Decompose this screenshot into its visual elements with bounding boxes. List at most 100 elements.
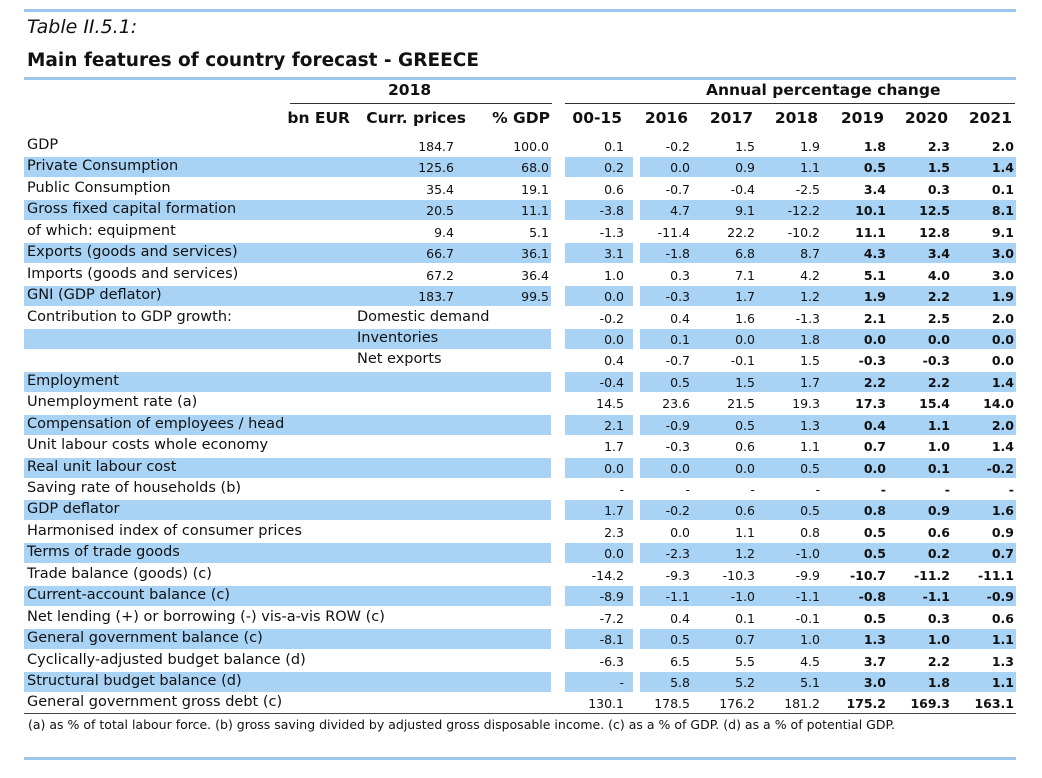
table-row: Real unit labour cost 0.0 0.0 0.0 0.5 0.0 0.1 -…	[24, 457, 1016, 478]
table-cell: 169.3	[910, 696, 950, 712]
table-cell: -	[619, 674, 624, 690]
table-cell: 11.1	[521, 203, 549, 219]
header-group-row: 2018 Annual percentage change	[0, 81, 1042, 103]
row-label: Gross fixed capital formation	[27, 201, 237, 218]
table-cell: 2.1	[604, 417, 624, 433]
table-cell: 1.8	[800, 331, 820, 347]
table-cell: 0.0	[604, 460, 624, 476]
table-cell: 3.0	[863, 674, 886, 690]
table-cell: 2.5	[927, 310, 950, 326]
table-row: of which: equipment 9.4 5.1 -1.3 -11.4 22.2 -1…	[24, 221, 1016, 242]
footnote: (a) as % of total labour force. (b) gros…	[28, 717, 896, 732]
table-cell: -9.9	[795, 567, 820, 583]
table-cell: 5.5	[735, 653, 755, 669]
table-row: Imports (goods and services) 67.2 36.4 1.0 0…	[24, 264, 1016, 285]
table-cell: 1.1	[735, 524, 755, 540]
row-shading	[24, 457, 551, 478]
table-cell: 4.2	[800, 267, 820, 283]
table-cell: 1.0	[927, 439, 950, 455]
table-row: Terms of trade goods 0.0 -2.3 1.2 -1.0 0.5 0.2…	[24, 542, 1016, 564]
table-cell: 2.3	[927, 139, 950, 154]
table-cell: 2.2	[863, 374, 886, 390]
table-cell: 20.5	[426, 203, 454, 219]
table-cell: 0.6	[735, 439, 755, 455]
table-cell: 12.5	[919, 203, 950, 219]
table-cell: 1.3	[863, 632, 886, 648]
table-cell: -0.7	[665, 181, 690, 197]
table-cell: 0.5	[670, 632, 690, 648]
table-cell: 23.6	[662, 396, 690, 412]
table-cell: 35.4	[426, 181, 454, 197]
row-shading	[24, 671, 551, 692]
table-cell: 1.1	[800, 160, 820, 176]
row-label: Trade balance (goods) (c)	[27, 565, 212, 582]
row-label: Saving rate of households (b)	[27, 480, 242, 496]
row-label: Exports (goods and services)	[27, 244, 238, 261]
table-cell: -	[619, 482, 624, 497]
table-cell: -0.3	[858, 353, 886, 369]
table-cell: -11.4	[657, 224, 690, 240]
row-shading	[640, 243, 1016, 264]
row-shading	[640, 286, 1016, 307]
table-cell: -0.7	[665, 353, 690, 369]
table-cell: 1.8	[927, 674, 950, 690]
table-cell: 6.5	[670, 653, 690, 669]
table-row: Cyclically-adjusted budget balance (d) -6…	[24, 650, 1016, 671]
table-bottom-rule	[24, 713, 1016, 714]
table-cell: -0.9	[986, 589, 1014, 605]
row-shading	[565, 500, 633, 521]
table-cell: 36.1	[521, 246, 549, 262]
table-cell: 1.1	[800, 439, 820, 455]
table-cell: 2.0	[991, 139, 1014, 154]
table-cell: 99.5	[521, 289, 549, 305]
table-cell: -11.1	[977, 567, 1014, 583]
row-shading	[640, 671, 1016, 692]
row-shading	[640, 500, 1016, 521]
row-shading	[565, 286, 633, 307]
table-cell: 1.9	[991, 289, 1014, 305]
row-shading	[565, 671, 633, 692]
table-caption: Table II.5.1:	[27, 16, 138, 38]
row-label: Net lending (+) or borrowing (-) vis-a-v…	[27, 608, 385, 625]
row-label: Unit labour costs whole economy	[27, 437, 269, 454]
table-cell: 1.0	[800, 632, 820, 648]
table-cell: -0.2	[986, 460, 1014, 476]
table-row: Public Consumption 35.4 19.1 0.6 -0.7 -0.4 -2.…	[24, 178, 1016, 199]
table-row: General government gross debt (c) 130.1 17…	[24, 692, 1016, 713]
row-label: Private Consumption	[27, 158, 179, 175]
table-cell: 1.5	[927, 160, 950, 176]
row-shading	[24, 157, 551, 178]
table-cell: 0.4	[604, 353, 624, 369]
table-cell: -1.3	[795, 310, 820, 326]
row-shading	[565, 629, 633, 650]
table-cell: 100.0	[513, 139, 549, 154]
table-cell: -1.0	[730, 589, 755, 605]
table-cell: 0.4	[670, 310, 690, 326]
col-2016: 2016	[644, 109, 688, 127]
row-shading	[24, 328, 551, 349]
table-cell: 1.6	[735, 310, 755, 326]
table-cell: -14.2	[591, 567, 624, 583]
table-cell: 8.1	[991, 203, 1014, 219]
table-row: GDP 184.7 100.0 0.1 -0.2 1.5 1.9 1.8 2.3 2.0	[24, 135, 1016, 156]
table-cell: -	[815, 482, 820, 497]
table-row: Trade balance (goods) (c) -14.2 -9.3 -10.3 -…	[24, 564, 1016, 585]
row-shading	[24, 500, 551, 521]
table-cell: 0.0	[670, 524, 690, 540]
table-cell: 1.5	[800, 353, 820, 369]
row-shading	[640, 200, 1016, 221]
table-cell: -3.8	[599, 203, 624, 219]
table-cell: 0.6	[604, 181, 624, 197]
table-cell: -	[685, 482, 690, 497]
table-cell: 2.0	[991, 417, 1014, 433]
col-2020: 2020	[904, 109, 948, 127]
table-cell: 2.2	[927, 289, 950, 305]
table-cell: 0.7	[735, 632, 755, 648]
row-label: Contribution to GDP growth:	[27, 308, 232, 325]
table-cell: 0.0	[863, 460, 886, 476]
table-cell: 5.2	[735, 674, 755, 690]
table-row: Compensation of employees / head 2.1 -0.9 0…	[24, 414, 1016, 435]
row-shading	[565, 157, 633, 178]
table-cell: -2.5	[795, 181, 820, 197]
col-2018: 2018	[774, 109, 818, 127]
